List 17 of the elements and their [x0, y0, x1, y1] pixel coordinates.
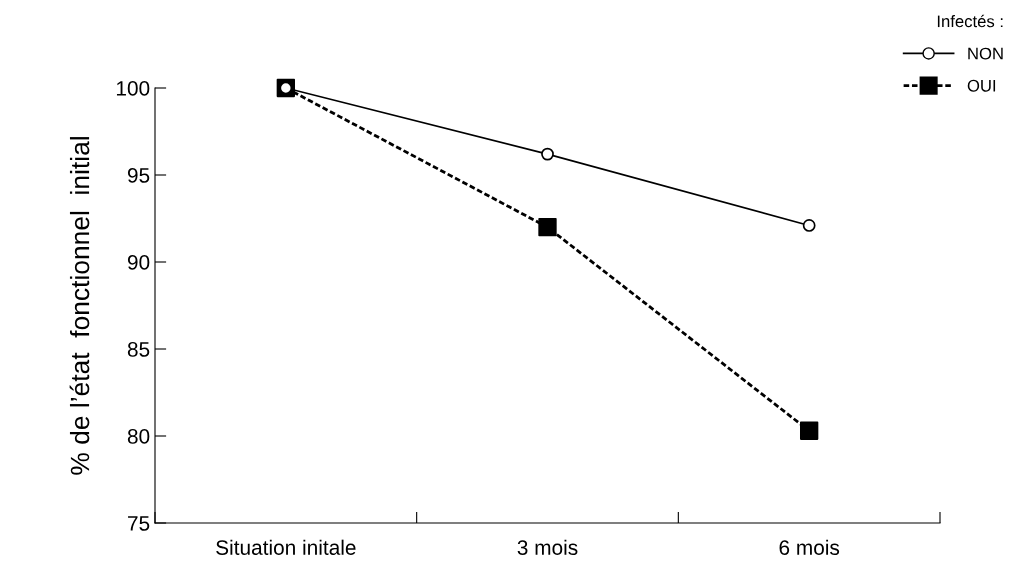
point [802, 219, 816, 232]
x-tick-label: 6 mois [779, 539, 840, 555]
y-tick-label: 85 [127, 342, 150, 357]
point [541, 147, 554, 161]
y-tick-label: 95 [127, 168, 150, 183]
x-tick-label: Situation initale [216, 539, 356, 555]
x-tick-label: 3 mois [517, 539, 578, 555]
legend-label: OUI [967, 79, 996, 92]
y-tick-label: 80 [127, 429, 150, 444]
y-tick-label: 100 [116, 81, 150, 96]
point [799, 421, 819, 440]
y-axis-title: % de l’état fonctionnel initial [69, 137, 90, 475]
y-tick-label: 90 [127, 255, 150, 270]
legend-label: NON [968, 47, 1003, 60]
point [538, 218, 557, 237]
legend-title: Infectés : [937, 14, 1003, 28]
y-tick-label: 75 [128, 516, 150, 531]
